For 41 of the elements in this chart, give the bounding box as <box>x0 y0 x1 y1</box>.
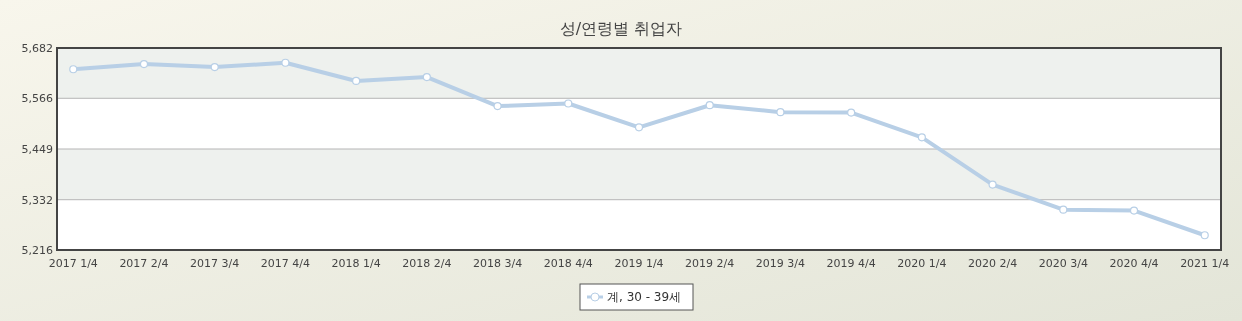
point <box>139 59 149 69</box>
y-tick-label: 5,216 <box>21 243 53 257</box>
point <box>1059 205 1068 214</box>
x-tick-label: 2019 4/4 <box>826 257 876 270</box>
y-tick-label: 5,449 <box>21 142 53 156</box>
legend-label: 계, 30 - 39세 <box>607 290 682 305</box>
y-tick-label: 5,332 <box>21 193 53 207</box>
x-tick-label: 2019 2/4 <box>685 257 735 270</box>
point <box>69 65 78 74</box>
y-tick-label: 5,682 <box>21 41 53 55</box>
point <box>281 58 290 67</box>
x-tick-label: 2020 2/4 <box>967 257 1018 270</box>
x-tick-label: 2018 1/4 <box>331 257 381 270</box>
point <box>422 72 431 82</box>
point <box>988 180 997 189</box>
point <box>705 101 714 110</box>
point <box>493 101 502 111</box>
point <box>352 76 361 86</box>
x-tick-label: 2017 1/4 <box>48 257 98 270</box>
x-tick-label: 2020 4/4 <box>1109 257 1159 270</box>
point <box>1129 206 1139 215</box>
x-tick-label: 2021 1/4 <box>1180 257 1230 270</box>
point <box>634 123 644 132</box>
chart-title: 성/연령별 취업자 <box>559 19 683 38</box>
y-tick-label: 5,566 <box>21 92 53 106</box>
point <box>1200 231 1209 240</box>
point <box>564 99 573 108</box>
point <box>917 133 926 142</box>
x-tick-label: 2017 4/4 <box>260 257 311 270</box>
x-tick-label: 2018 2/4 <box>402 257 452 270</box>
point <box>776 108 785 117</box>
x-tick-label: 2019 3/4 <box>755 257 806 270</box>
x-tick-label: 2019 1/4 <box>614 257 664 270</box>
x-tick-label: 2018 4/4 <box>543 257 593 270</box>
x-tick-label: 2020 1/4 <box>897 257 947 270</box>
x-tick-label: 2017 3/4 <box>190 257 240 270</box>
x-tick-label: 2020 3/4 <box>1038 257 1088 270</box>
point <box>847 108 856 117</box>
x-tick-label: 2017 2/4 <box>119 257 169 270</box>
x-tick-label: 2018 3/4 <box>472 257 523 270</box>
point <box>210 62 219 72</box>
